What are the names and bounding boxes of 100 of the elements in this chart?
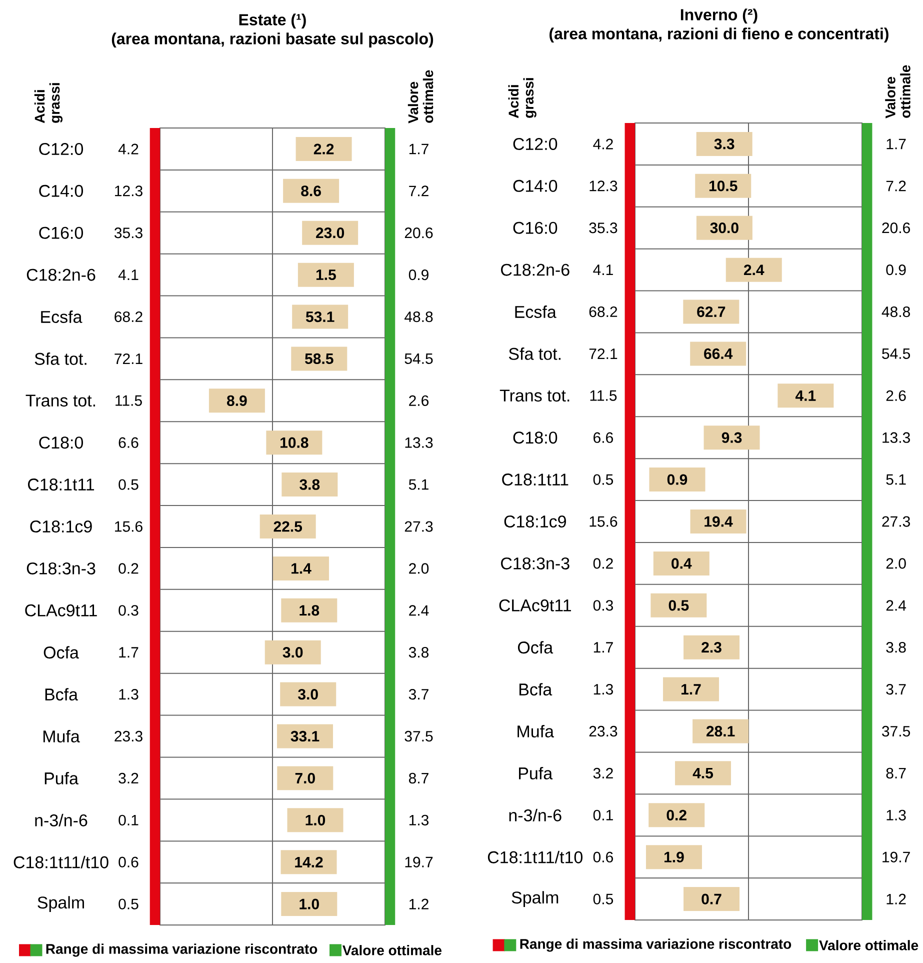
data-label: 19.7	[882, 852, 910, 862]
data-label: 1.4	[292, 563, 312, 574]
data-label: 2.2	[314, 144, 334, 154]
data-label: 3.8	[408, 647, 429, 658]
data-label: 0.5	[118, 479, 138, 490]
data-label: 12.3	[115, 186, 142, 196]
data-label: 14.2	[295, 856, 323, 868]
data-label: 0.3	[118, 605, 138, 616]
data-label: 1.2	[409, 898, 428, 910]
category-label: C18:2n-6	[501, 264, 570, 276]
data-label: 13.3	[405, 437, 433, 448]
data-label: 0.9	[886, 264, 906, 276]
data-label: 7.0	[295, 772, 315, 784]
category-label: Bcfa	[519, 683, 552, 696]
text: (area montana, razioni di fieno e concentrati)	[550, 28, 888, 43]
category-label: Trans tot.	[26, 394, 96, 407]
data-label: 4.5	[692, 768, 714, 778]
data-label: 1.8	[300, 605, 320, 616]
data-label: 2.3	[702, 642, 722, 653]
data-label: 8.6	[301, 186, 321, 196]
category-label: Spalm	[512, 891, 558, 907]
data-label: 8.7	[408, 772, 428, 784]
text: (area montana, razioni basate sul pascolo)	[112, 32, 434, 48]
data-label: 1.7	[119, 647, 138, 658]
category-label: Ecsfa	[41, 310, 82, 323]
data-label: 0.5	[668, 600, 689, 611]
data-label: 0.7	[702, 894, 722, 904]
data-label: 3.2	[118, 772, 138, 784]
category-label: Mufa	[518, 725, 554, 738]
data-label: 0.9	[408, 270, 428, 280]
data-label: 0.6	[593, 852, 613, 862]
data-label: 37.5	[882, 726, 910, 737]
data-label: 23.3	[114, 730, 142, 742]
data-label: 2.0	[886, 558, 906, 569]
data-label: 4.1	[593, 264, 613, 275]
data-label: 0.2	[593, 558, 613, 569]
category-label: Ocfa	[44, 646, 79, 659]
data-label: 1.0	[300, 898, 319, 910]
data-label: 0.3	[593, 600, 613, 611]
category-label: Pufa	[44, 772, 78, 784]
category-label: C18:1c9	[30, 520, 92, 533]
data-label: 8.7	[886, 768, 906, 779]
data-label: 3.7	[408, 688, 428, 700]
data-label: 0.9	[667, 474, 688, 485]
data-label: 3.2	[593, 768, 613, 779]
category-label: n-3/n-6	[509, 808, 562, 822]
data-label: 1.3	[409, 814, 429, 826]
data-label: 22.5	[274, 521, 302, 532]
data-label: 6.6	[118, 437, 138, 448]
category-label: CLAc9t11	[499, 599, 571, 612]
data-label: 48.8	[882, 306, 910, 318]
data-label: 12.3	[590, 180, 618, 192]
data-label: 68.2	[589, 306, 618, 318]
category-label: C18:1c9	[504, 516, 566, 528]
category-label: Pufa	[519, 766, 553, 780]
data-label: 0.2	[666, 810, 686, 820]
data-label: 0.1	[118, 814, 138, 826]
data-label: 9.3	[722, 432, 742, 443]
category-label: C18:0	[513, 432, 558, 444]
data-label: 0.5	[593, 474, 614, 485]
data-label: 20.6	[882, 222, 910, 234]
category-label: C18:2n-6	[26, 268, 96, 281]
category-label: n-3/n-6	[35, 814, 88, 826]
data-label: 68.2	[114, 311, 142, 322]
data-label: 3.7	[886, 684, 906, 695]
data-label: 6.6	[594, 432, 613, 443]
data-label: 19.7	[405, 856, 433, 868]
data-label: 1.7	[594, 642, 613, 653]
data-label: 2.4	[886, 600, 906, 611]
data-label: 10.5	[709, 180, 738, 192]
text: Valore ottimale	[408, 70, 434, 124]
data-label: 4.2	[118, 144, 138, 154]
data-label: 13.3	[882, 432, 910, 443]
data-label: 1.5	[316, 270, 336, 280]
data-label: 1.7	[886, 138, 906, 150]
data-label: 0.2	[118, 563, 138, 574]
data-label: 58.5	[305, 353, 334, 364]
data-label: 4.1	[118, 270, 138, 280]
text: Acidi grassi	[34, 83, 63, 124]
category-label: Bcfa	[45, 688, 78, 701]
data-label: 5.1	[886, 474, 906, 485]
data-label: 53.1	[306, 311, 334, 322]
text: Valore ottimale	[885, 65, 910, 118]
category-label: Ecsfa	[515, 306, 556, 318]
data-label: 0.6	[118, 856, 138, 868]
category-label: C18:1t11/t10	[488, 850, 582, 864]
data-label: 2.4	[744, 264, 764, 276]
data-label: 35.3	[589, 222, 618, 234]
data-label: 1.7	[409, 144, 428, 154]
category-label: Sfa tot.	[34, 352, 86, 365]
data-label: 4.2	[593, 138, 613, 150]
category-label: Spalm	[38, 896, 84, 912]
data-label: 66.4	[704, 348, 733, 360]
data-label: 0.1	[593, 810, 613, 820]
data-label: 0.5	[593, 894, 614, 904]
data-label: 27.3	[882, 516, 910, 527]
data-label: 1.7	[682, 684, 701, 694]
data-label: 1.3	[594, 684, 613, 695]
data-label: 30.0	[710, 222, 738, 234]
data-label: 11.5	[590, 390, 617, 401]
